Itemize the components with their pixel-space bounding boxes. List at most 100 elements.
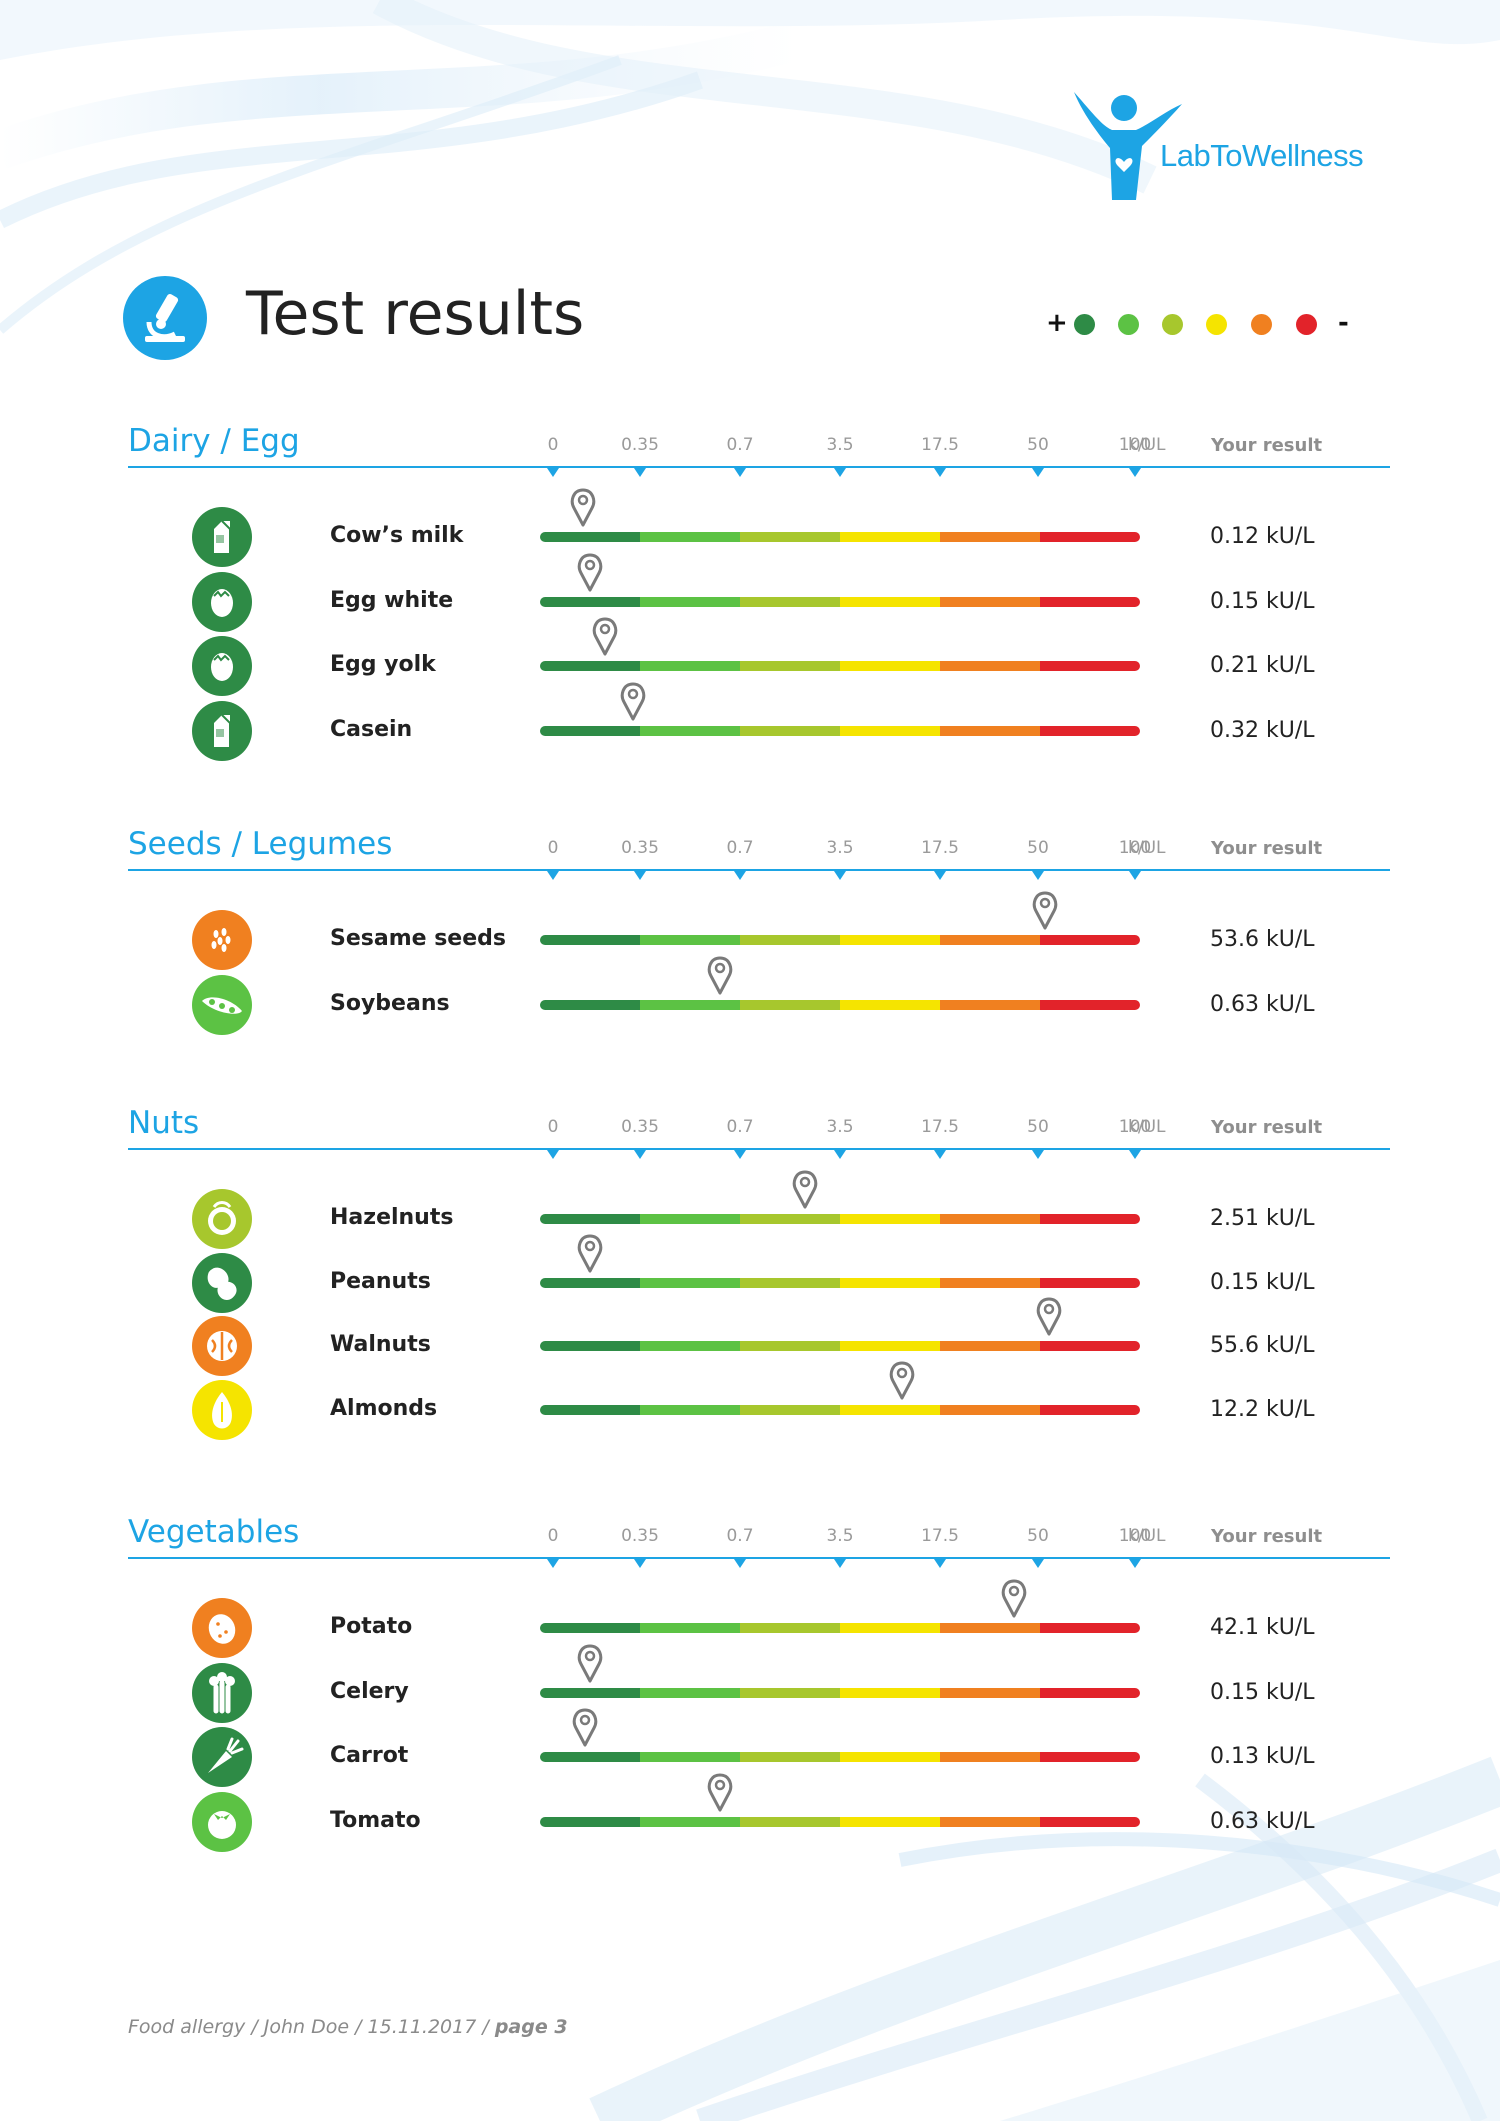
result-row: Sesame seeds 53.6 kU/L (0, 891, 1500, 1000)
scale-tick-label: 0.35 (621, 1117, 659, 1137)
scale-tick-label: 100 (1118, 435, 1152, 455)
scale-segment (640, 1405, 741, 1416)
result-pin-icon (706, 1772, 734, 1812)
scale-segment (940, 1277, 1041, 1288)
scale-tick-label: 100 (1118, 1117, 1152, 1137)
scale-tick-label: 0.7 (726, 1117, 754, 1137)
scale-segment (540, 661, 641, 671)
scale-tick-label: 50 (1027, 1526, 1049, 1546)
egg-icon (192, 571, 252, 632)
result-value: 0.32 kU/L (1210, 717, 1315, 743)
allergen-name: Soybeans (330, 990, 450, 1016)
scale-segment (540, 596, 641, 607)
scale-segment (740, 1405, 841, 1416)
result-column-header: Your result (1211, 1526, 1323, 1547)
scale-segment (740, 1623, 841, 1633)
scale-tick-marker (1129, 1150, 1141, 1159)
scale-tick-label: 50 (1027, 838, 1049, 858)
result-row: Almonds 12.2 kU/L (0, 1361, 1500, 1470)
scale-segment (740, 1341, 841, 1352)
scale-tick-label: 0.35 (621, 838, 659, 858)
egg-icon (192, 636, 252, 696)
scale-tick-marker (934, 468, 946, 477)
allergen-name: Hazelnuts (330, 1205, 454, 1230)
scale-tick-marker (1032, 1150, 1044, 1159)
result-value: 53.6 kU/L (1210, 927, 1315, 952)
scale-tick-marker (1032, 468, 1044, 477)
peanut-icon (192, 1252, 252, 1313)
result-row: Hazelnuts 2.51 kU/L (0, 1170, 1500, 1279)
result-row: Egg white 0.15 kU/L (0, 553, 1500, 662)
scale-segment (1040, 1752, 1140, 1762)
legend-dot (1296, 314, 1317, 335)
result-row: Casein 0.32 kU/L (0, 682, 1500, 791)
scale-segment (540, 1405, 641, 1416)
scale-segment (740, 1214, 841, 1224)
microscope-icon (123, 276, 207, 360)
result-scale-bar (540, 1214, 1140, 1224)
scale-segment (940, 532, 1041, 542)
scale-tick-marker (634, 1150, 646, 1159)
scale-tick-marker (1032, 871, 1044, 880)
result-row: Celery 0.15 kU/L (0, 1644, 1500, 1753)
scale-segment (840, 1816, 941, 1827)
scale-tick-label: 50 (1027, 435, 1049, 455)
result-value: 12.2 kU/L (1210, 1397, 1315, 1423)
scale-segment (940, 725, 1041, 736)
legend-dot (1118, 314, 1139, 335)
allergen-name: Potato (330, 1614, 413, 1639)
result-value: 0.15 kU/L (1210, 588, 1315, 614)
scale-segment (1040, 1277, 1140, 1288)
severity-legend: + - (1042, 306, 1362, 340)
scale-tick-label: 0.7 (726, 1526, 754, 1546)
brand-logo: LabToWellness (1072, 90, 1412, 210)
almond-icon (192, 1380, 252, 1441)
result-pin-icon (576, 1643, 604, 1683)
result-pin-icon (576, 1233, 604, 1273)
scale-segment (740, 999, 841, 1010)
result-pin-icon (571, 1707, 599, 1747)
soybean-icon (192, 974, 252, 1035)
result-scale-bar (540, 725, 1140, 736)
result-value: 55.6 kU/L (1210, 1333, 1315, 1359)
scale-tick-label: 3.5 (826, 1526, 854, 1546)
legend-minus: - (1338, 308, 1349, 338)
section-rule (128, 466, 1390, 468)
scale-segment (1040, 935, 1140, 945)
scale-tick-label: 0 (547, 435, 559, 455)
result-scale-bar (540, 1341, 1140, 1352)
scale-tick-marker (834, 468, 846, 477)
result-scale-bar (540, 661, 1140, 671)
scale-tick-label: 0 (547, 838, 559, 858)
scale-segment (640, 532, 741, 542)
scale-segment (840, 1277, 941, 1288)
scale-unit-label: k/UL (1128, 838, 1166, 858)
result-column-header: Your result (1211, 435, 1323, 456)
result-scale-bar (540, 999, 1140, 1010)
scale-tick-label: 17.5 (921, 1117, 959, 1137)
scale-segment (940, 1214, 1041, 1224)
allergen-name: Egg yolk (330, 652, 436, 677)
page-title: Test results (246, 279, 585, 349)
scale-segment (940, 1816, 1041, 1827)
legend-dot (1206, 314, 1227, 335)
potato-icon (192, 1598, 252, 1658)
scale-segment (840, 1687, 941, 1698)
result-scale-bar (540, 1277, 1140, 1288)
scale-segment (940, 1687, 1041, 1698)
scale-tick-marker (1129, 1559, 1141, 1568)
scale-segment (840, 1214, 941, 1224)
result-value: 2.51 kU/L (1210, 1206, 1315, 1231)
scale-tick-label: 17.5 (921, 838, 959, 858)
result-value: 0.12 kU/L (1210, 524, 1315, 549)
scale-unit-label: k/UL (1128, 435, 1166, 455)
result-pin-icon (1000, 1578, 1028, 1618)
scale-segment (740, 1752, 841, 1762)
result-pin-icon (576, 552, 604, 592)
scale-segment (840, 1623, 941, 1633)
allergen-name: Tomato (330, 1807, 421, 1833)
scale-segment (640, 1816, 741, 1827)
result-value: 0.63 kU/L (1210, 1808, 1315, 1834)
scale-tick-label: 0.35 (621, 1526, 659, 1546)
result-scale-bar (540, 1752, 1140, 1762)
